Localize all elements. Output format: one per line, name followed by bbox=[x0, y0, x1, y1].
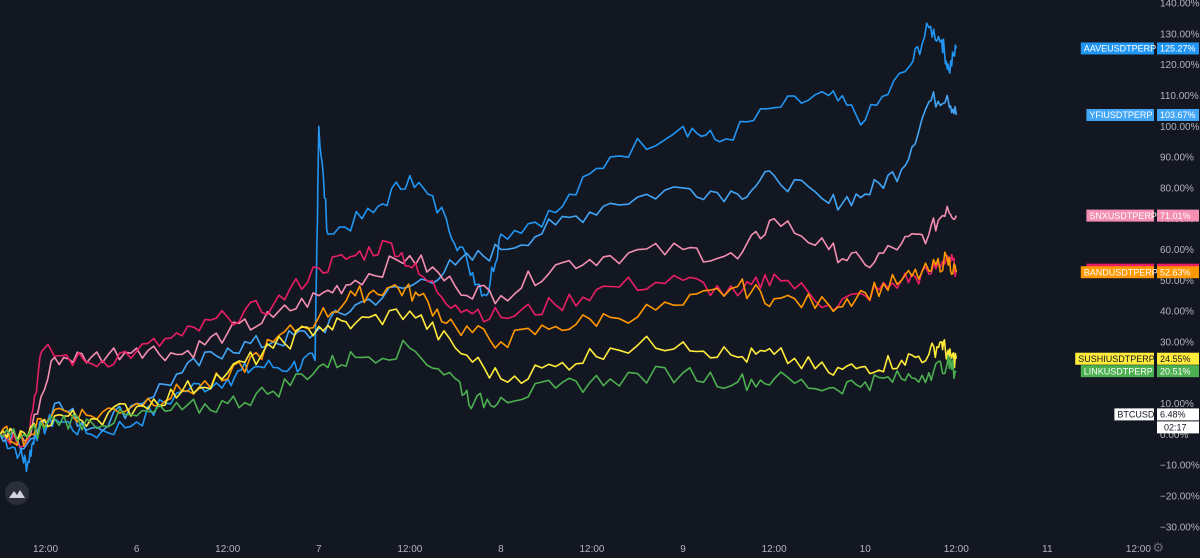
x-tick-label: 12:00 bbox=[397, 544, 422, 555]
price-tag-value: 52.63% bbox=[1160, 267, 1191, 277]
y-tick-label: 110.00% bbox=[1160, 91, 1199, 102]
series-line-aaveusdtperp[interactable] bbox=[0, 22, 958, 473]
price-tag-value-bg bbox=[1157, 209, 1199, 222]
x-tick-label: 6 bbox=[134, 544, 140, 555]
x-tick-label: 12:00 bbox=[944, 544, 969, 555]
series-line-yfiusdtperp[interactable] bbox=[0, 91, 958, 450]
price-tag-name-bg bbox=[1080, 42, 1154, 55]
price-tag-value: 20.51% bbox=[1160, 366, 1191, 376]
y-tick-label: 30.00% bbox=[1160, 337, 1194, 348]
price-tag-value-bg bbox=[1157, 408, 1199, 421]
y-tick-label: 90.00% bbox=[1160, 153, 1194, 164]
price-tag-value-bg bbox=[1157, 266, 1199, 279]
y-tick-label: 0.00% bbox=[1160, 430, 1188, 441]
series-line-sushiusdtperp[interactable] bbox=[0, 308, 958, 442]
price-tag-value-bg bbox=[1157, 365, 1199, 378]
y-tick-label: 120.00% bbox=[1160, 60, 1200, 71]
y-tick-label: −10.00% bbox=[1160, 461, 1200, 472]
price-tag-value: 24.55% bbox=[1160, 354, 1191, 364]
x-tick-label: 9 bbox=[680, 544, 686, 555]
price-tag-aaveusdtperp[interactable]: AAVEUSDTPERP 125.27% bbox=[1080, 42, 1199, 55]
x-axis[interactable]: 12:00 6 12:00 7 12:00 8 12:00 9 12:00 10 12:00 11 12… bbox=[33, 544, 1151, 555]
y-tick-label: 50.00% bbox=[1160, 276, 1194, 287]
price-tag-name-bg bbox=[1080, 365, 1154, 378]
price-tag-name-bg bbox=[1075, 352, 1154, 365]
tradingview-logo-icon[interactable] bbox=[5, 481, 29, 505]
price-tag-sushiusdtperp[interactable]: SUSHIUSDTPERP 24.55% bbox=[1075, 352, 1199, 365]
series-line-uniusdtperp[interactable] bbox=[0, 239, 958, 448]
countdown-label: 02:17 bbox=[1164, 423, 1187, 433]
price-tag-btcusd[interactable]: BTCUSD 6.48% 02:17 bbox=[1114, 408, 1199, 434]
y-tick-label: 80.00% bbox=[1160, 183, 1194, 194]
price-tag-value: 103.67% bbox=[1160, 110, 1196, 120]
y-tick-label: −30.00% bbox=[1160, 522, 1200, 533]
price-tag-name-bg bbox=[1080, 266, 1154, 279]
x-tick-label: 10 bbox=[860, 544, 872, 555]
y-tick-label: 140.00% bbox=[1160, 0, 1200, 10]
price-tag-name-bg bbox=[1086, 108, 1154, 121]
x-tick-label: 7 bbox=[316, 544, 322, 555]
price-tag-value: 125.27% bbox=[1160, 44, 1196, 54]
price-tag-name: AAVEUSDTPERP bbox=[1084, 44, 1156, 54]
series-lines bbox=[0, 22, 958, 473]
x-tick-label: 12:00 bbox=[1126, 544, 1151, 555]
series-line-linkusdtperp[interactable] bbox=[0, 339, 957, 442]
y-tick-label: 130.00% bbox=[1160, 29, 1200, 40]
price-tag-linkusdtperp[interactable]: LINKUSDTPERP 20.51% bbox=[1080, 365, 1199, 378]
price-tag-name: BANDUSDTPERP bbox=[1084, 267, 1158, 277]
price-tag-name: LINKUSDTPERP bbox=[1084, 366, 1153, 376]
price-tag-bandusdtperp[interactable]: BANDUSDTPERP 52.63% bbox=[1080, 266, 1199, 279]
price-tags: AAVEUSDTPERP 125.27% YFIUSDTPERP 103.67% SNX… bbox=[1075, 42, 1199, 434]
x-tick-label: 11 bbox=[1042, 544, 1053, 555]
x-tick-label: 12:00 bbox=[215, 544, 240, 555]
price-tag-name: YFIUSDTPERP bbox=[1089, 110, 1152, 120]
price-tag-value-bg bbox=[1157, 108, 1199, 121]
price-tag-name-bg bbox=[1086, 209, 1154, 222]
gear-icon[interactable]: ⚙ bbox=[1152, 541, 1164, 556]
x-tick-label: 12:00 bbox=[762, 544, 787, 555]
y-tick-label: 40.00% bbox=[1160, 307, 1194, 318]
x-tick-label: 8 bbox=[498, 544, 504, 555]
price-tag-snxusdtperp[interactable]: SNXUSDTPERP 71.01% bbox=[1086, 209, 1199, 222]
series-line-bandusdtperp[interactable] bbox=[0, 251, 958, 447]
logo-mountain-icon bbox=[9, 490, 25, 498]
y-tick-label: 60.00% bbox=[1160, 245, 1194, 256]
price-tag-value: 6.48% bbox=[1160, 410, 1186, 420]
countdown-bg bbox=[1157, 421, 1199, 434]
price-tag-value: 71.01% bbox=[1160, 211, 1191, 221]
series-line-snxusdtperp[interactable] bbox=[0, 205, 958, 442]
x-tick-label: 12:00 bbox=[579, 544, 604, 555]
price-tag-yfiusdtperp[interactable]: YFIUSDTPERP 103.67% bbox=[1086, 108, 1199, 121]
y-tick-label: 10.00% bbox=[1160, 399, 1194, 410]
x-tick-label: 12:00 bbox=[33, 544, 58, 555]
price-tag-name-bg bbox=[1114, 408, 1154, 421]
price-tag-name: SUSHIUSDTPERP bbox=[1078, 354, 1155, 364]
price-tag-name: BTCUSD bbox=[1117, 410, 1155, 420]
price-tag-value-bg bbox=[1157, 352, 1199, 365]
y-tick-label: −20.00% bbox=[1160, 491, 1200, 502]
price-tag-name: SNXUSDTPERP bbox=[1089, 211, 1157, 221]
y-tick-label: 100.00% bbox=[1160, 122, 1200, 133]
price-tag-value-bg bbox=[1157, 42, 1199, 55]
